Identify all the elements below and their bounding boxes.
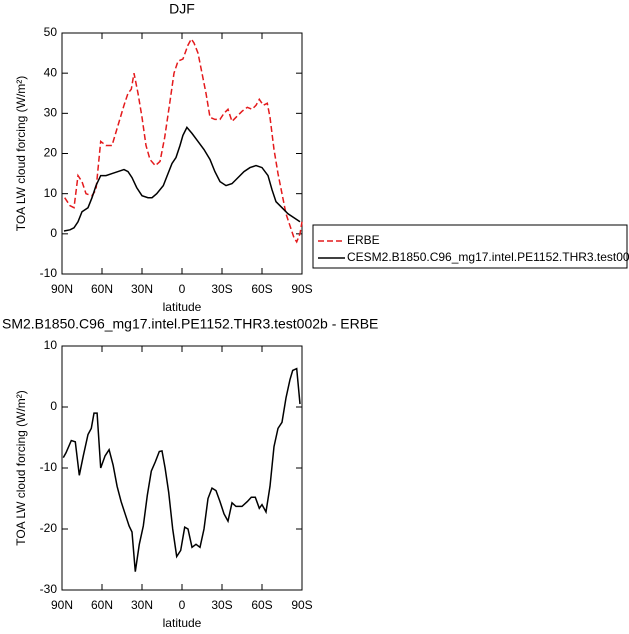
x-tick-label: 30N xyxy=(131,282,153,296)
data-line xyxy=(63,126,301,232)
x-tick-label: 60S xyxy=(251,282,272,296)
plot-frame xyxy=(61,32,303,275)
chart-title: DJF xyxy=(169,1,195,17)
legend-label: ERBE xyxy=(347,233,380,247)
y-tick-label: -10 xyxy=(40,460,58,474)
y-tick-label: 0 xyxy=(50,399,57,413)
y-tick-label: 20 xyxy=(44,146,58,160)
chart-title: SM2.B1850.C96_mg17.intel.PE1152.THR3.tes… xyxy=(2,316,378,332)
y-tick-label: -30 xyxy=(40,582,58,596)
x-tick-label: 60S xyxy=(251,598,272,612)
y-tick-label: -10 xyxy=(40,266,58,280)
x-tick-label: 90N xyxy=(51,598,73,612)
x-tick-label: 90S xyxy=(291,282,312,296)
y-tick-label: -20 xyxy=(40,521,58,535)
y-tick-label: 40 xyxy=(44,65,58,79)
legend-box xyxy=(312,224,628,269)
x-tick-label: 30S xyxy=(211,282,232,296)
x-tick-label: 0 xyxy=(179,282,186,296)
x-tick-label: 30S xyxy=(211,598,232,612)
x-axis-label: latitude xyxy=(163,616,202,630)
x-tick-label: 90N xyxy=(51,282,73,296)
y-tick-label: 50 xyxy=(44,25,58,39)
data-line xyxy=(64,37,303,244)
y-tick-label: 10 xyxy=(44,186,58,200)
x-tick-label: 30N xyxy=(131,598,153,612)
x-tick-label: 0 xyxy=(179,598,186,612)
y-axis-label: TOA LW cloud forcing (W/m²) xyxy=(14,390,28,546)
plot-frame xyxy=(61,345,303,591)
y-tick-label: 30 xyxy=(44,106,58,120)
y-tick-label: 0 xyxy=(50,226,57,240)
x-tick-label: 60N xyxy=(91,282,113,296)
legend-label: CESM2.B1850.C96_mg17.intel.PE1152.THR3.t… xyxy=(347,250,629,264)
x-axis-label: latitude xyxy=(163,300,202,314)
data-line xyxy=(62,367,301,572)
y-axis-label: TOA LW cloud forcing (W/m²) xyxy=(14,76,28,232)
x-tick-label: 60N xyxy=(91,598,113,612)
y-tick-label: 10 xyxy=(44,338,58,352)
x-tick-label: 90S xyxy=(291,598,312,612)
